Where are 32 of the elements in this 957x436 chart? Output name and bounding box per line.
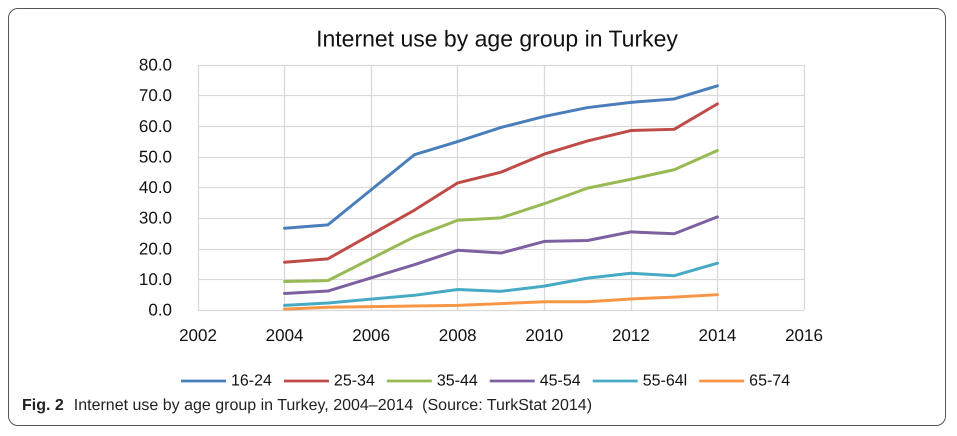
line-series <box>283 102 719 264</box>
x-tick-label: 2016 <box>785 326 823 345</box>
line-series <box>283 262 719 307</box>
y-tick-label: 70.0 <box>138 86 172 106</box>
line-series <box>283 293 719 311</box>
x-tick-label: 2012 <box>612 326 650 345</box>
legend-label: 16-24 <box>231 372 272 390</box>
x-tick-label: 2004 <box>266 326 304 345</box>
y-tick-label: 60.0 <box>138 116 172 136</box>
text: Internet use by age group in Turkey, 2004–2014 (Source: TurkStat 2014) <box>74 397 592 414</box>
x-tick-label: 2008 <box>438 326 477 345</box>
legend-label: 65-74 <box>749 372 790 390</box>
x-tick-label: 2002 <box>179 326 217 345</box>
chart-title: Internet use by age group in Turkey <box>316 26 678 52</box>
x-tick-label: 2006 <box>352 326 390 345</box>
y-tick-label: 10.0 <box>138 270 172 289</box>
line-series <box>283 215 719 295</box>
x-tick-label: 2014 <box>698 326 736 345</box>
y-tick-label: 50.0 <box>138 147 172 166</box>
y-tick-label: 0.0 <box>148 300 172 320</box>
line-series <box>283 148 719 284</box>
legend-label: 25-34 <box>334 372 375 390</box>
x-tick-label: 2010 <box>525 326 564 345</box>
legend-label: 35-44 <box>436 372 478 390</box>
y-tick-label: 20.0 <box>138 239 172 258</box>
legend-label: 55-64l <box>642 372 688 390</box>
line-series <box>283 84 719 230</box>
y-tick-label: 40.0 <box>138 178 172 197</box>
legend-label: 45-54 <box>540 372 581 390</box>
y-tick-label: 80.0 <box>138 56 172 74</box>
y-tick-label: 30.0 <box>138 208 172 228</box>
caption: Fig. 2 <box>22 397 64 414</box>
